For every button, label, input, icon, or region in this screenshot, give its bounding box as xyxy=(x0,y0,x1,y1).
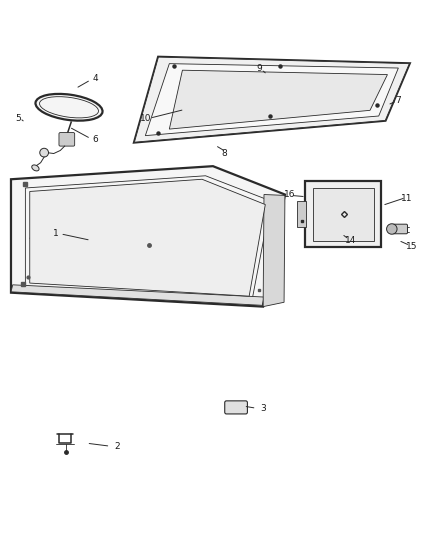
Text: 1: 1 xyxy=(53,229,59,238)
Polygon shape xyxy=(145,63,397,135)
Text: 7: 7 xyxy=(395,96,400,105)
Polygon shape xyxy=(297,201,305,227)
Polygon shape xyxy=(134,57,408,142)
Circle shape xyxy=(386,224,396,234)
Circle shape xyxy=(40,148,48,157)
Text: 4: 4 xyxy=(92,75,98,84)
Text: 15: 15 xyxy=(405,243,416,252)
Text: 2: 2 xyxy=(114,442,120,451)
Text: 11: 11 xyxy=(400,195,412,204)
Text: 8: 8 xyxy=(220,149,226,158)
Text: 10: 10 xyxy=(139,114,151,123)
Text: 5: 5 xyxy=(15,114,21,123)
Polygon shape xyxy=(304,181,380,247)
Text: 14: 14 xyxy=(344,236,355,245)
Polygon shape xyxy=(262,195,284,306)
Polygon shape xyxy=(313,188,374,241)
Text: 16: 16 xyxy=(283,190,294,199)
Ellipse shape xyxy=(35,94,102,120)
Ellipse shape xyxy=(32,165,39,171)
Polygon shape xyxy=(30,179,265,296)
Polygon shape xyxy=(134,57,408,142)
Text: 3: 3 xyxy=(260,404,265,413)
Text: 9: 9 xyxy=(255,63,261,72)
Polygon shape xyxy=(11,166,284,306)
FancyBboxPatch shape xyxy=(224,401,247,414)
Polygon shape xyxy=(11,285,263,305)
FancyBboxPatch shape xyxy=(392,224,406,234)
FancyBboxPatch shape xyxy=(59,133,74,146)
Text: 6: 6 xyxy=(92,135,98,144)
Polygon shape xyxy=(169,70,387,129)
